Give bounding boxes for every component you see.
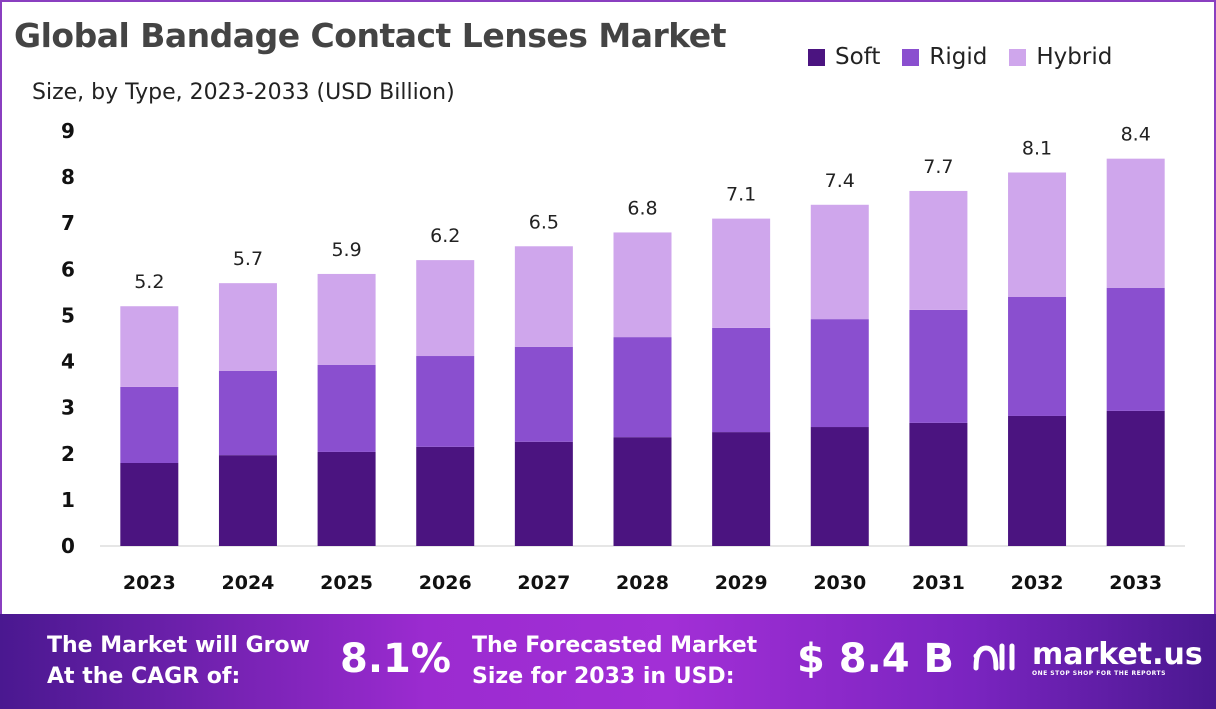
bar-rigid-2030 (810, 319, 869, 428)
bar-soft-2028 (613, 437, 672, 546)
x-tick-label: 2029 (715, 572, 768, 594)
bar-rigid-2023 (120, 386, 179, 463)
bar-rigid-2029 (712, 327, 771, 433)
chart-subtitle: Size, by Type, 2023-2033 (USD Billion) (32, 80, 455, 105)
bar-rigid-2027 (514, 346, 573, 442)
x-tick-label: 2026 (419, 572, 472, 594)
bar-soft-2032 (1008, 415, 1067, 546)
bar-hybrid-2027 (514, 246, 573, 347)
bar-rigid-2032 (1008, 297, 1067, 416)
total-label-2033: 8.4 (1121, 124, 1151, 146)
chart-title: Global Bandage Contact Lenses Market (14, 16, 726, 55)
footer-banner: The Market will Grow At the CAGR of: 8.1… (0, 614, 1216, 709)
chart-frame (0, 0, 1216, 614)
y-tick-label: 8 (61, 165, 75, 189)
total-label-2030: 7.4 (825, 170, 855, 192)
legend-item-soft: Soft (808, 44, 880, 70)
bar-rigid-2028 (613, 337, 672, 438)
total-label-2025: 5.9 (331, 239, 361, 261)
x-tick-label: 2024 (222, 572, 275, 594)
y-tick-label: 1 (61, 488, 75, 512)
brand-tagline: ONE STOP SHOP FOR THE REPORTS (1032, 669, 1166, 677)
bar-soft-2030 (810, 427, 869, 546)
total-label-2027: 6.5 (529, 211, 559, 233)
total-label-2026: 6.2 (430, 225, 460, 247)
total-label-2029: 7.1 (726, 184, 756, 206)
x-tick-label: 2028 (616, 572, 669, 594)
legend-item-hybrid: Hybrid (1009, 44, 1112, 70)
market-us-logo: market.us ONE STOP SHOP FOR THE REPORTS (972, 638, 1203, 678)
bar-soft-2024 (218, 455, 277, 546)
y-tick-label: 2 (61, 442, 75, 466)
bar-hybrid-2025 (317, 273, 376, 365)
x-tick-label: 2027 (517, 572, 570, 594)
bar-rigid-2025 (317, 364, 376, 452)
bar-hybrid-2032 (1008, 172, 1067, 297)
x-tick-label: 2023 (123, 572, 176, 594)
x-tick-label: 2032 (1011, 572, 1064, 594)
bar-hybrid-2030 (810, 204, 869, 320)
legend-swatch-rigid (902, 48, 920, 66)
market-us-logo-icon (973, 643, 1015, 671)
y-tick-label: 7 (61, 211, 75, 235)
bar-hybrid-2023 (120, 306, 179, 387)
total-label-2031: 7.7 (923, 156, 953, 178)
brand-name: market.us (1032, 636, 1203, 672)
legend-swatch-hybrid (1009, 48, 1027, 66)
forecast-value: $ 8.4 B (797, 636, 955, 682)
bar-soft-2029 (712, 432, 771, 546)
cagr-label: The Market will Grow At the CAGR of: (47, 630, 310, 692)
bar-soft-2027 (514, 441, 573, 546)
chart-plot: 0 1 2 3 4 5 6 7 8 9 5.2 2023 5.7 2024 5.9 2025 6.2 2026 6.… (61, 119, 1185, 594)
y-tick-label: 3 (61, 396, 75, 420)
bar-hybrid-2026 (416, 260, 475, 357)
bar-soft-2033 (1106, 410, 1165, 546)
legend-label-hybrid: Hybrid (1036, 44, 1113, 70)
x-tick-label: 2030 (813, 572, 866, 594)
bar-hybrid-2033 (1106, 158, 1165, 288)
legend-label-rigid: Rigid (929, 44, 988, 70)
y-tick-label: 0 (61, 534, 75, 558)
y-tick-label: 5 (61, 303, 75, 327)
bar-rigid-2033 (1106, 287, 1165, 411)
x-tick-label: 2031 (912, 572, 965, 594)
bar-hybrid-2024 (218, 283, 277, 371)
bar-hybrid-2031 (909, 190, 968, 310)
bar-hybrid-2028 (613, 232, 672, 338)
bar-hybrid-2029 (712, 218, 771, 328)
cagr-label-line1: The Market will Grow (47, 633, 310, 658)
bar-rigid-2031 (909, 309, 968, 423)
legend: Soft Rigid Hybrid (808, 44, 1112, 70)
bar-soft-2026 (416, 446, 475, 546)
bar-soft-2031 (909, 422, 968, 546)
total-label-2032: 8.1 (1022, 138, 1052, 160)
forecast-label-line1: The Forecasted Market (472, 633, 758, 658)
total-label-2028: 6.8 (627, 197, 657, 219)
bar-soft-2023 (120, 463, 179, 546)
y-tick-label: 6 (61, 257, 75, 281)
y-tick-label: 9 (61, 119, 75, 143)
total-label-2024: 5.7 (233, 248, 263, 270)
total-label-2023: 5.2 (134, 271, 164, 293)
bar-rigid-2024 (218, 370, 277, 456)
bar-rigid-2026 (416, 356, 475, 447)
forecast-label-line2: Size for 2033 in USD: (472, 664, 735, 689)
x-tick-label: 2025 (320, 572, 373, 594)
y-tick-label: 4 (61, 350, 75, 374)
legend-swatch-soft (808, 48, 825, 66)
cagr-label-line2: At the CAGR of: (47, 664, 241, 689)
forecast-label: The Forecasted Market Size for 2033 in U… (472, 630, 757, 692)
legend-label-soft: Soft (835, 44, 881, 70)
x-tick-label: 2033 (1109, 572, 1162, 594)
legend-item-rigid: Rigid (902, 44, 987, 70)
cagr-value: 8.1% (340, 636, 451, 682)
bar-soft-2025 (317, 451, 376, 546)
